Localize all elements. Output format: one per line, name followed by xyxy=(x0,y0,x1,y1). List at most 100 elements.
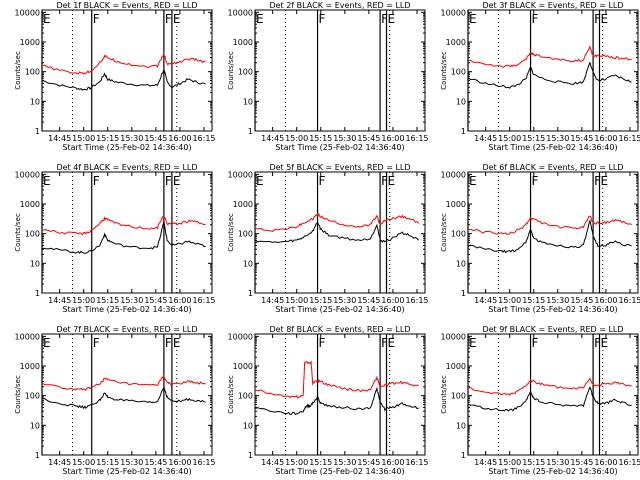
x-tick-label: 16:15 xyxy=(618,134,640,143)
x-tick-label: 15:00 xyxy=(498,134,521,143)
detector-panel: Det 2f BLACK = Events, RED = LLD 1 10 100 10… xyxy=(227,1,429,152)
x-tick-label: 16:00 xyxy=(594,458,617,467)
x-tick-label: 15:30 xyxy=(546,296,569,305)
x-tick-label: 16:15 xyxy=(618,458,640,467)
x-tick-label: 15:15 xyxy=(96,296,119,305)
x-tick-label: 16:15 xyxy=(618,296,640,305)
y-axis-label: Counts/sec xyxy=(227,51,235,90)
marker-label: E xyxy=(469,174,477,188)
y-tick-label: 1 xyxy=(248,289,253,298)
x-tick-label: 15:15 xyxy=(309,134,332,143)
y-tick-label: 1 xyxy=(35,289,40,298)
x-tick-label: 15:00 xyxy=(285,134,308,143)
y-tick-label: 10 xyxy=(456,421,466,430)
events-series xyxy=(41,68,206,91)
panel-title: Det 1f BLACK = Events, RED = LLD xyxy=(56,1,197,10)
y-axis-label: Counts/sec xyxy=(14,375,22,414)
lld-series xyxy=(254,212,419,232)
y-tick-label: 10 xyxy=(30,421,40,430)
lld-series xyxy=(467,377,632,396)
marker-label: E xyxy=(173,336,181,350)
x-tick-label: 15:45 xyxy=(570,296,593,305)
y-tick-label: 100 xyxy=(238,392,253,401)
y-tick-label: 10 xyxy=(30,259,40,268)
plot-frame xyxy=(467,333,639,456)
x-tick-label: 15:15 xyxy=(522,296,545,305)
detector-panel: Det 8f BLACK = Events, RED = LLD 1 10 100 10… xyxy=(227,325,429,476)
marker-label: F xyxy=(319,336,326,350)
y-tick-label: 1000 xyxy=(446,362,466,371)
y-tick-label: 100 xyxy=(238,230,253,239)
marker-label: F xyxy=(532,12,539,26)
y-tick-label: 10000 xyxy=(15,8,40,17)
marker-label: E xyxy=(173,174,181,188)
events-series xyxy=(41,386,206,410)
x-axis-label: Start Time (25-Feb-02 14:36:40) xyxy=(62,143,191,152)
y-tick-label: 1000 xyxy=(233,362,253,371)
y-tick-label: 10000 xyxy=(228,8,253,17)
x-tick-label: 14:45 xyxy=(48,134,71,143)
x-tick-label: 16:00 xyxy=(168,458,191,467)
y-axis-label: Counts/sec xyxy=(440,213,448,252)
x-tick-label: 15:15 xyxy=(522,134,545,143)
x-tick-label: 15:30 xyxy=(333,458,356,467)
marker-label: F xyxy=(594,12,601,26)
events-series xyxy=(467,61,632,89)
y-tick-label: 1 xyxy=(461,289,466,298)
x-tick-label: 15:00 xyxy=(498,296,521,305)
x-tick-label: 16:15 xyxy=(405,458,428,467)
marker-label: E xyxy=(388,336,396,350)
y-tick-label: 100 xyxy=(25,392,40,401)
y-axis-label: Counts/sec xyxy=(227,213,235,252)
lld-series xyxy=(467,44,632,68)
marker-label: E xyxy=(601,12,609,26)
y-tick-label: 1 xyxy=(461,451,466,460)
marker-label: E xyxy=(173,12,181,26)
y-tick-label: 10000 xyxy=(441,170,466,179)
y-tick-label: 10 xyxy=(30,97,40,106)
x-tick-label: 15:30 xyxy=(546,134,569,143)
y-tick-label: 10 xyxy=(243,421,253,430)
x-tick-label: 14:45 xyxy=(474,296,497,305)
marker-label: F xyxy=(381,174,388,188)
x-tick-label: 15:45 xyxy=(144,296,167,305)
events-series xyxy=(41,221,206,255)
panel-title: Det 9f BLACK = Events, RED = LLD xyxy=(482,325,623,334)
panel-title: Det 4f BLACK = Events, RED = LLD xyxy=(56,163,197,172)
x-tick-label: 15:30 xyxy=(546,458,569,467)
x-axis-label: Start Time (25-Feb-02 14:36:40) xyxy=(488,467,617,476)
marker-label: F xyxy=(532,336,539,350)
y-tick-label: 100 xyxy=(451,392,466,401)
x-tick-label: 16:00 xyxy=(168,296,191,305)
marker-label: E xyxy=(43,336,51,350)
x-tick-label: 16:00 xyxy=(381,458,404,467)
x-tick-label: 15:15 xyxy=(96,134,119,143)
x-tick-label: 14:45 xyxy=(474,458,497,467)
marker-label: F xyxy=(381,12,388,26)
marker-label: F xyxy=(165,12,172,26)
x-tick-label: 15:00 xyxy=(72,134,95,143)
detector-panel: Det 6f BLACK = Events, RED = LLD 1 10 100 10… xyxy=(440,163,640,314)
x-tick-label: 15:30 xyxy=(120,134,143,143)
detector-panel: Det 1f BLACK = Events, RED = LLD 1 10 100 10… xyxy=(14,1,216,152)
x-tick-label: 14:45 xyxy=(261,296,284,305)
x-tick-label: 14:45 xyxy=(261,458,284,467)
lld-series xyxy=(41,51,206,75)
y-tick-label: 1000 xyxy=(233,38,253,47)
x-tick-label: 15:15 xyxy=(96,458,119,467)
x-tick-label: 15:45 xyxy=(357,296,380,305)
lld-series xyxy=(41,215,206,236)
y-tick-label: 10000 xyxy=(441,332,466,341)
marker-label: E xyxy=(388,12,396,26)
y-tick-label: 100 xyxy=(25,230,40,239)
x-tick-label: 15:00 xyxy=(72,296,95,305)
y-tick-label: 10 xyxy=(456,97,466,106)
events-series xyxy=(254,220,419,244)
x-tick-label: 15:30 xyxy=(120,296,143,305)
x-tick-label: 16:15 xyxy=(405,296,428,305)
x-tick-label: 15:30 xyxy=(333,296,356,305)
detector-panel: Det 4f BLACK = Events, RED = LLD 1 10 100 10… xyxy=(14,163,216,314)
panel-title: Det 6f BLACK = Events, RED = LLD xyxy=(482,163,623,172)
marker-label: F xyxy=(532,174,539,188)
